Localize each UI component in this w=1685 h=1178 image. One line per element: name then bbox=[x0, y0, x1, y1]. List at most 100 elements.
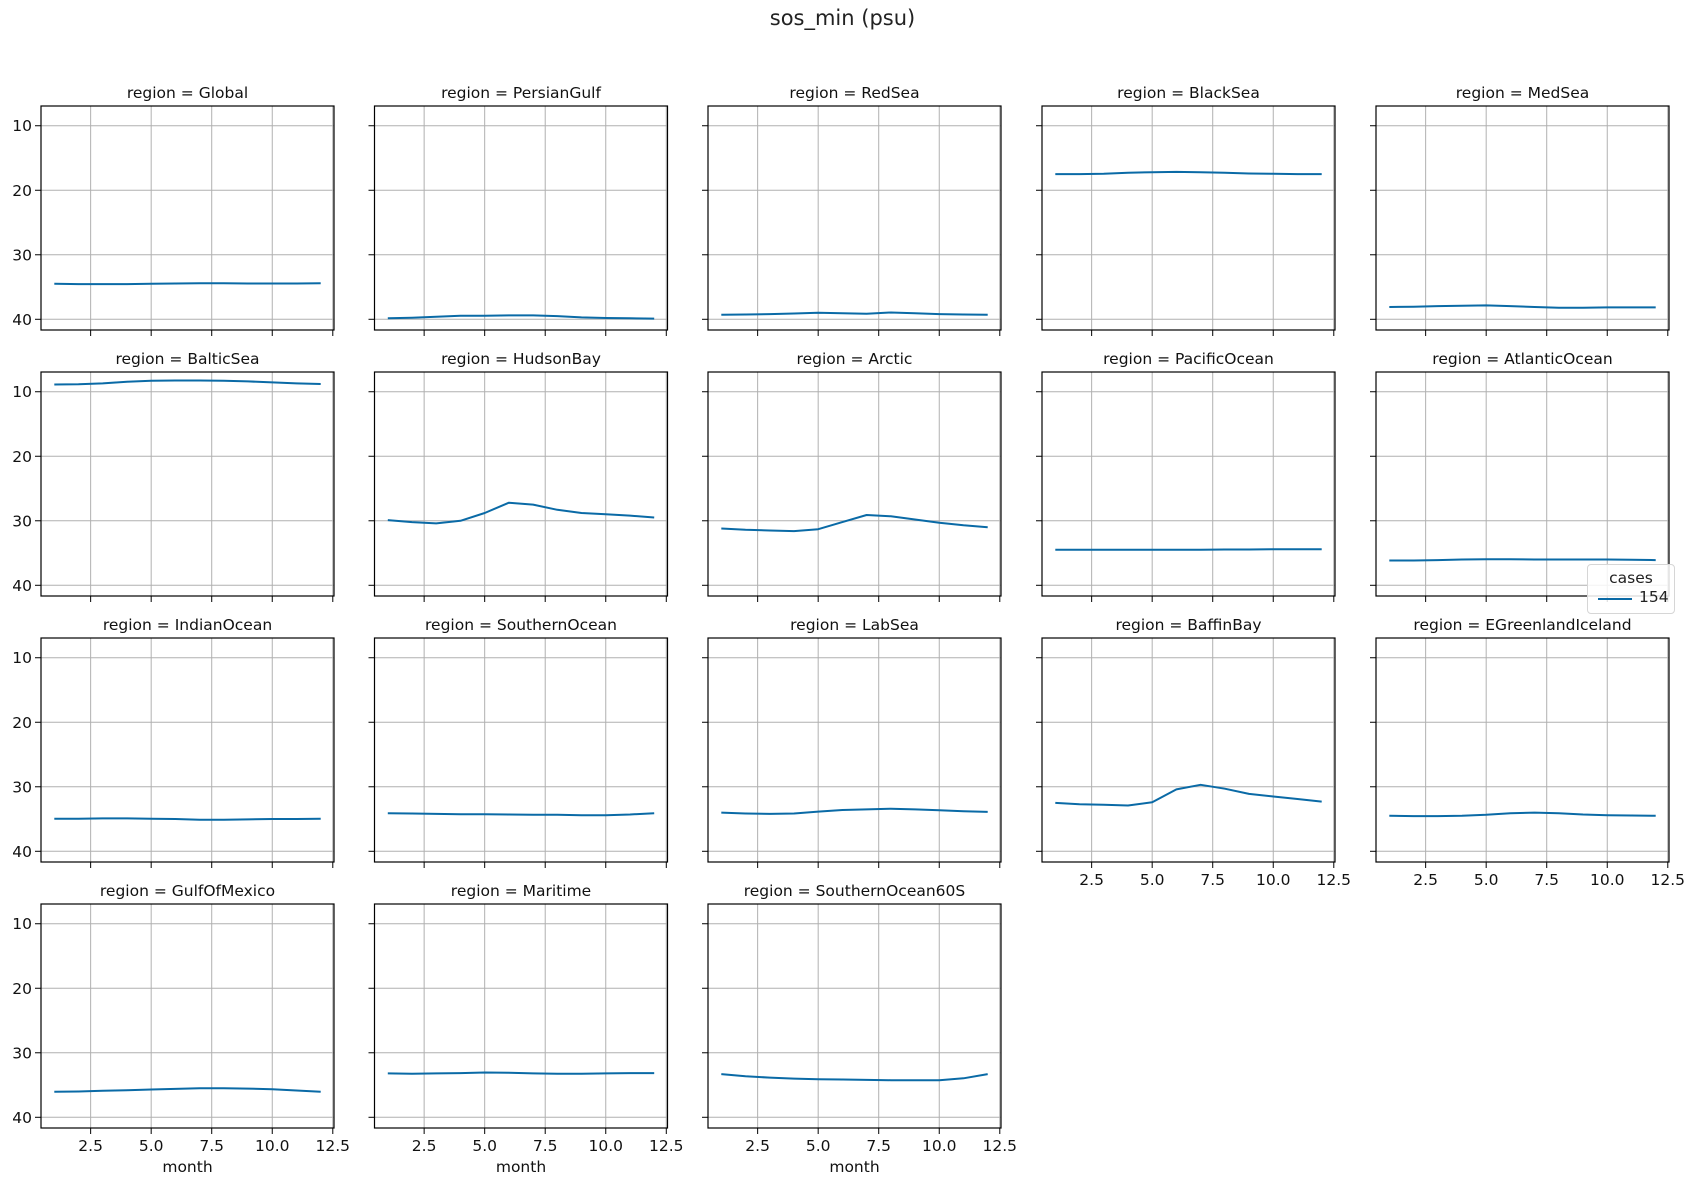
subplot-global: region = Global 10 20 30 40 bbox=[12, 84, 335, 336]
y-tick-label: 20 bbox=[12, 448, 32, 466]
x-tick-label: 10.0 bbox=[1590, 871, 1625, 889]
x-axis-label: month bbox=[829, 1158, 879, 1176]
subplot-title: region = Maritime bbox=[451, 882, 591, 900]
x-tick-label: 5.0 bbox=[1140, 871, 1165, 889]
x-tick-label: 2.5 bbox=[412, 1137, 437, 1155]
y-tick-label: 30 bbox=[12, 1044, 32, 1062]
x-tick-label: 7.5 bbox=[199, 1137, 224, 1155]
x-tick-label: 5.0 bbox=[806, 1137, 831, 1155]
subplot-title: region = Global bbox=[127, 84, 248, 102]
subplot-title: region = SouthernOcean60S bbox=[744, 882, 966, 900]
x-tick-label: 10.0 bbox=[922, 1137, 957, 1155]
subplot-title: region = Arctic bbox=[797, 350, 913, 368]
subplot-title: region = PacificOcean bbox=[1103, 350, 1274, 368]
subplot-title: region = RedSea bbox=[789, 84, 919, 102]
axes-frame bbox=[1041, 371, 1336, 597]
y-tick-label: 30 bbox=[12, 778, 32, 796]
subplot-title: region = HudsonBay bbox=[441, 350, 601, 368]
y-tick-label: 20 bbox=[12, 182, 32, 200]
subplot-indianocean: region = IndianOcean 10 20 30 40 bbox=[12, 616, 335, 868]
x-tick-label: 12.5 bbox=[1651, 871, 1685, 889]
subplot-arctic: region = Arctic bbox=[702, 350, 1002, 602]
axes-frame bbox=[40, 903, 335, 1129]
x-tick-label: 10.0 bbox=[255, 1137, 290, 1155]
x-axis-label: month bbox=[496, 1158, 546, 1176]
axes-frame bbox=[1375, 637, 1670, 863]
x-tick-label: 2.5 bbox=[78, 1137, 103, 1155]
subplot-title: region = GulfOfMexico bbox=[100, 882, 275, 900]
subplot-hudsonbay: region = HudsonBay bbox=[368, 350, 669, 602]
axes-frame bbox=[707, 105, 1002, 331]
legend-line-swatch bbox=[1598, 598, 1632, 600]
subplot-balticsea: region = BalticSea 10 20 30 40 bbox=[12, 350, 335, 602]
subplot-title: region = LabSea bbox=[790, 616, 919, 634]
subplot-medsea: region = MedSea bbox=[1370, 84, 1670, 336]
subplot-title: region = SouthernOcean bbox=[425, 616, 617, 634]
subplot-gulfofmexico: region = GulfOfMexico 10 20 30 40 2.5 5.0 7.5 10… bbox=[12, 882, 350, 1176]
subplot-title: region = PersianGulf bbox=[441, 84, 601, 102]
x-tick-label: 12.5 bbox=[1317, 871, 1352, 889]
x-tick-label: 7.5 bbox=[1534, 871, 1559, 889]
subplot-maritime: region = Maritime 2.5 5.0 7.5 10.0 12.5 month bbox=[368, 882, 684, 1176]
y-tick-label: 10 bbox=[12, 383, 32, 401]
axes-frame bbox=[40, 371, 335, 597]
subplot-title: region = BalticSea bbox=[115, 350, 259, 368]
series-line-154 bbox=[721, 311, 988, 316]
axes-frame bbox=[373, 371, 669, 597]
series-line-154 bbox=[1389, 811, 1656, 818]
axes-frame bbox=[1375, 371, 1670, 597]
series-line-154 bbox=[721, 1073, 988, 1082]
y-tick-label: 40 bbox=[12, 843, 32, 861]
axes-frame bbox=[707, 371, 1002, 597]
subplot-title: region = MedSea bbox=[1456, 84, 1589, 102]
x-tick-label: 2.5 bbox=[1079, 871, 1104, 889]
subplot-pacificocean: region = PacificOcean bbox=[1036, 350, 1336, 602]
axes-frame bbox=[373, 637, 669, 863]
series-line-154 bbox=[721, 514, 988, 533]
x-tick-label: 5.0 bbox=[472, 1137, 497, 1155]
subplot-title: region = EGreenlandIceland bbox=[1413, 616, 1631, 634]
y-tick-label: 30 bbox=[12, 246, 32, 264]
x-axis-label: month bbox=[162, 1158, 212, 1176]
figure-title: sos_min (psu) bbox=[769, 6, 916, 30]
axes-frame bbox=[707, 637, 1002, 863]
axes-frame bbox=[707, 903, 1002, 1129]
legend: cases 154 bbox=[1587, 564, 1675, 614]
x-tick-label: 12.5 bbox=[316, 1137, 351, 1155]
y-tick-label: 40 bbox=[12, 311, 32, 329]
axes-frame bbox=[40, 637, 335, 863]
y-tick-label: 20 bbox=[12, 980, 32, 998]
legend-entry-label: 154 bbox=[1639, 588, 1669, 606]
series-line-154 bbox=[387, 314, 655, 320]
series-line-154 bbox=[1389, 558, 1656, 562]
subplot-title: region = AtlanticOcean bbox=[1432, 350, 1612, 368]
series-line-154 bbox=[721, 807, 988, 815]
series-line-154 bbox=[54, 282, 321, 286]
subplot-southernocean60s: region = SouthernOcean60S 2.5 5.0 7.5 10.0 12… bbox=[702, 882, 1017, 1176]
x-tick-label: 5.0 bbox=[1474, 871, 1499, 889]
y-tick-label: 30 bbox=[12, 512, 32, 530]
y-tick-label: 10 bbox=[12, 915, 32, 933]
series-line-154 bbox=[54, 379, 321, 386]
y-tick-label: 40 bbox=[12, 577, 32, 595]
subplot-title: region = IndianOcean bbox=[103, 616, 272, 634]
x-tick-label: 2.5 bbox=[1413, 871, 1438, 889]
x-tick-label: 12.5 bbox=[649, 1137, 684, 1155]
x-tick-label: 10.0 bbox=[588, 1137, 623, 1155]
series-line-154 bbox=[387, 812, 655, 817]
x-tick-label: 5.0 bbox=[139, 1137, 164, 1155]
series-line-154 bbox=[1055, 548, 1322, 551]
legend-title: cases bbox=[1609, 569, 1653, 587]
x-tick-label: 7.5 bbox=[533, 1137, 558, 1155]
subplot-baffinbay: region = BaffinBay 2.5 5.0 7.5 10.0 12.5 bbox=[1036, 616, 1351, 889]
subplot-egreenlandiceland: region = EGreenlandIceland 2.5 5.0 7.5 10.0 1… bbox=[1370, 616, 1685, 889]
subplot-redsea: region = RedSea bbox=[702, 84, 1002, 336]
x-tick-label: 2.5 bbox=[745, 1137, 770, 1155]
subplot-persiangulf: region = PersianGulf bbox=[368, 84, 669, 336]
subplot-title: region = BaffinBay bbox=[1115, 616, 1261, 634]
series-line-154 bbox=[54, 817, 321, 821]
subplot-blacksea: region = BlackSea bbox=[1036, 84, 1336, 336]
series-line-154 bbox=[1055, 170, 1322, 176]
axes-frame bbox=[40, 105, 335, 331]
